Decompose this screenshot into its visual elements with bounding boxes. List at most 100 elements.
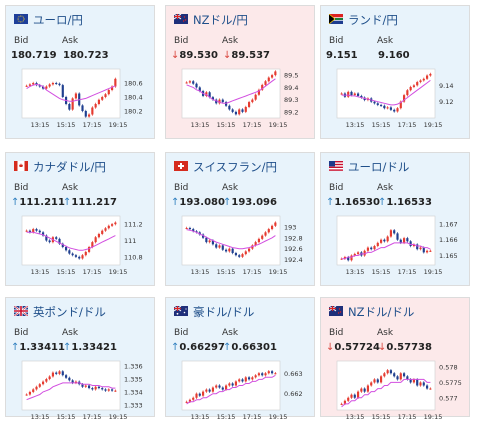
candle-body — [386, 370, 389, 374]
candle-body — [396, 376, 399, 380]
candle-body — [353, 253, 356, 256]
bid-arrow-icon: ↑ — [171, 197, 180, 208]
candle-body — [373, 101, 376, 104]
candle-body — [356, 391, 360, 398]
pair-title-link[interactable]: NZドル/円 — [173, 12, 248, 28]
plot-area — [181, 215, 281, 266]
pair-name[interactable]: ランド/円 — [348, 13, 398, 27]
candle-body — [264, 373, 267, 376]
pair-title-link[interactable]: ユーロ/円 — [14, 12, 83, 28]
candle-body — [340, 93, 343, 95]
candle-body — [48, 376, 51, 380]
candle-body — [399, 239, 402, 243]
candle-body — [101, 388, 104, 390]
x-tick-label: 19:15 — [424, 121, 443, 129]
candle-body — [32, 229, 35, 233]
candle-body — [412, 244, 416, 247]
candle-body — [101, 230, 104, 234]
ask-arrow-icon: ↓ — [378, 342, 387, 353]
pair-name[interactable]: ユーロ/円 — [33, 13, 83, 27]
moving-average-line — [26, 231, 116, 251]
candle-body — [402, 95, 406, 102]
candle-body — [192, 81, 195, 84]
price-chart: 111.2 111 110.8 13:15 15:15 17:15 19:15 — [21, 215, 143, 276]
candle-body — [376, 379, 379, 383]
candle-body — [347, 257, 350, 261]
candle-body — [353, 93, 356, 96]
candle-body — [379, 376, 383, 383]
pair-title-link[interactable]: ユーロ/ドル — [329, 159, 409, 175]
x-tick-label: 17:15 — [243, 268, 262, 276]
candle-body — [238, 255, 241, 257]
candle-body — [396, 233, 399, 240]
candle-body — [58, 83, 61, 86]
x-tick-label: 15:15 — [217, 413, 236, 421]
pair-title-link[interactable]: NZドル/ドル — [328, 304, 415, 320]
candle-body — [91, 242, 94, 248]
candle-body — [211, 97, 215, 100]
candle-body — [87, 385, 91, 389]
currency-card[interactable]: 英ポンド/ドル Bid Ask ↑1.33411 ↑1.33421 1.336 1.335 1… — [5, 297, 155, 421]
candle-body — [422, 247, 425, 253]
candle-body — [399, 101, 402, 109]
currency-card[interactable]: ランド/円 Bid Ask 9.151 9.160 9.14 9.12 13:15 15:15 1… — [320, 5, 470, 139]
pair-name[interactable]: NZドル/ドル — [348, 305, 415, 319]
moving-average-line — [186, 78, 276, 104]
pair-name[interactable]: 英ポンド/ドル — [33, 305, 106, 319]
moving-average-line — [26, 83, 116, 102]
currency-card[interactable]: NZドル/ドル Bid Ask ↓0.57724 ↓0.57738 0.578 0.5775… — [320, 297, 470, 421]
pair-title-link[interactable]: 豪ドル/ドル — [173, 304, 255, 320]
currency-card[interactable]: カナダドル/円 Bid Ask ↑111.211 ↑111.217 111.2 111 110… — [5, 152, 155, 286]
candle-body — [188, 227, 192, 230]
candle-body — [383, 373, 386, 377]
x-tick-label: 19:15 — [109, 413, 128, 421]
candle-body — [61, 243, 64, 248]
candle-body — [38, 85, 41, 87]
candle-body — [406, 238, 409, 242]
candle-body — [198, 87, 201, 92]
currency-card[interactable]: ユーロ/ドル Bid Ask ↑1.16530 ↑1.16533 1.167 1.166 1.… — [320, 152, 470, 286]
x-tick-label: 13:15 — [191, 413, 210, 421]
currency-card[interactable]: ユーロ/円 Bid Ask 180.719 180.723 180.6 180.4 180.2… — [5, 5, 155, 139]
pair-name[interactable]: 豪ドル/ドル — [193, 305, 255, 319]
candle-body — [228, 105, 231, 110]
candle-body — [32, 83, 35, 85]
pair-name[interactable]: ユーロ/ドル — [348, 160, 410, 174]
candle-body — [45, 379, 48, 382]
candle-body — [94, 104, 97, 108]
ask-label: Ask — [62, 183, 79, 193]
candle-body — [360, 95, 363, 98]
candle-body — [195, 83, 198, 88]
candle-body — [87, 247, 91, 252]
pair-title-link[interactable]: 英ポンド/ドル — [13, 304, 106, 320]
plot-area — [181, 68, 281, 119]
pair-title-link[interactable]: スイスフラン/円 — [174, 159, 277, 175]
candle-body — [257, 238, 261, 243]
x-tick-label: 19:15 — [424, 268, 443, 276]
candle-body — [84, 111, 87, 117]
pair-name[interactable]: NZドル/円 — [193, 13, 248, 27]
pair-title-link[interactable]: ランド/円 — [328, 12, 398, 28]
candle-body — [188, 399, 192, 402]
ask-arrow-icon: ↓ — [223, 50, 232, 61]
pair-name[interactable]: カナダドル/円 — [33, 160, 106, 174]
currency-card[interactable]: NZドル/円 Bid Ask ↓89.530 ↓89.537 89.5 89.4 89.3 89… — [165, 5, 315, 139]
currency-card[interactable]: スイスフラン/円 Bid Ask ↑193.080 ↑193.096 193 192.8 19… — [165, 152, 315, 286]
candle-body — [244, 106, 247, 112]
candle-body — [347, 397, 350, 401]
candle-body — [74, 93, 78, 99]
candle-body — [55, 237, 58, 239]
candle-body — [379, 239, 383, 243]
ask-value: ↑0.66301 — [223, 342, 277, 353]
bid-label: Bid — [14, 183, 29, 193]
currency-card[interactable]: 豪ドル/ドル Bid Ask ↑0.66297 ↑0.66301 0.663 0.662 13… — [165, 297, 315, 421]
candle-body — [274, 373, 277, 375]
nz-flag-icon — [328, 305, 348, 319]
candle-body — [64, 375, 68, 378]
pair-name[interactable]: スイスフラン/円 — [193, 160, 278, 174]
candle-body — [28, 230, 32, 233]
candle-body — [247, 102, 251, 107]
candle-body — [107, 90, 110, 95]
candle-body — [393, 230, 396, 234]
pair-title-link[interactable]: カナダドル/円 — [14, 159, 106, 175]
